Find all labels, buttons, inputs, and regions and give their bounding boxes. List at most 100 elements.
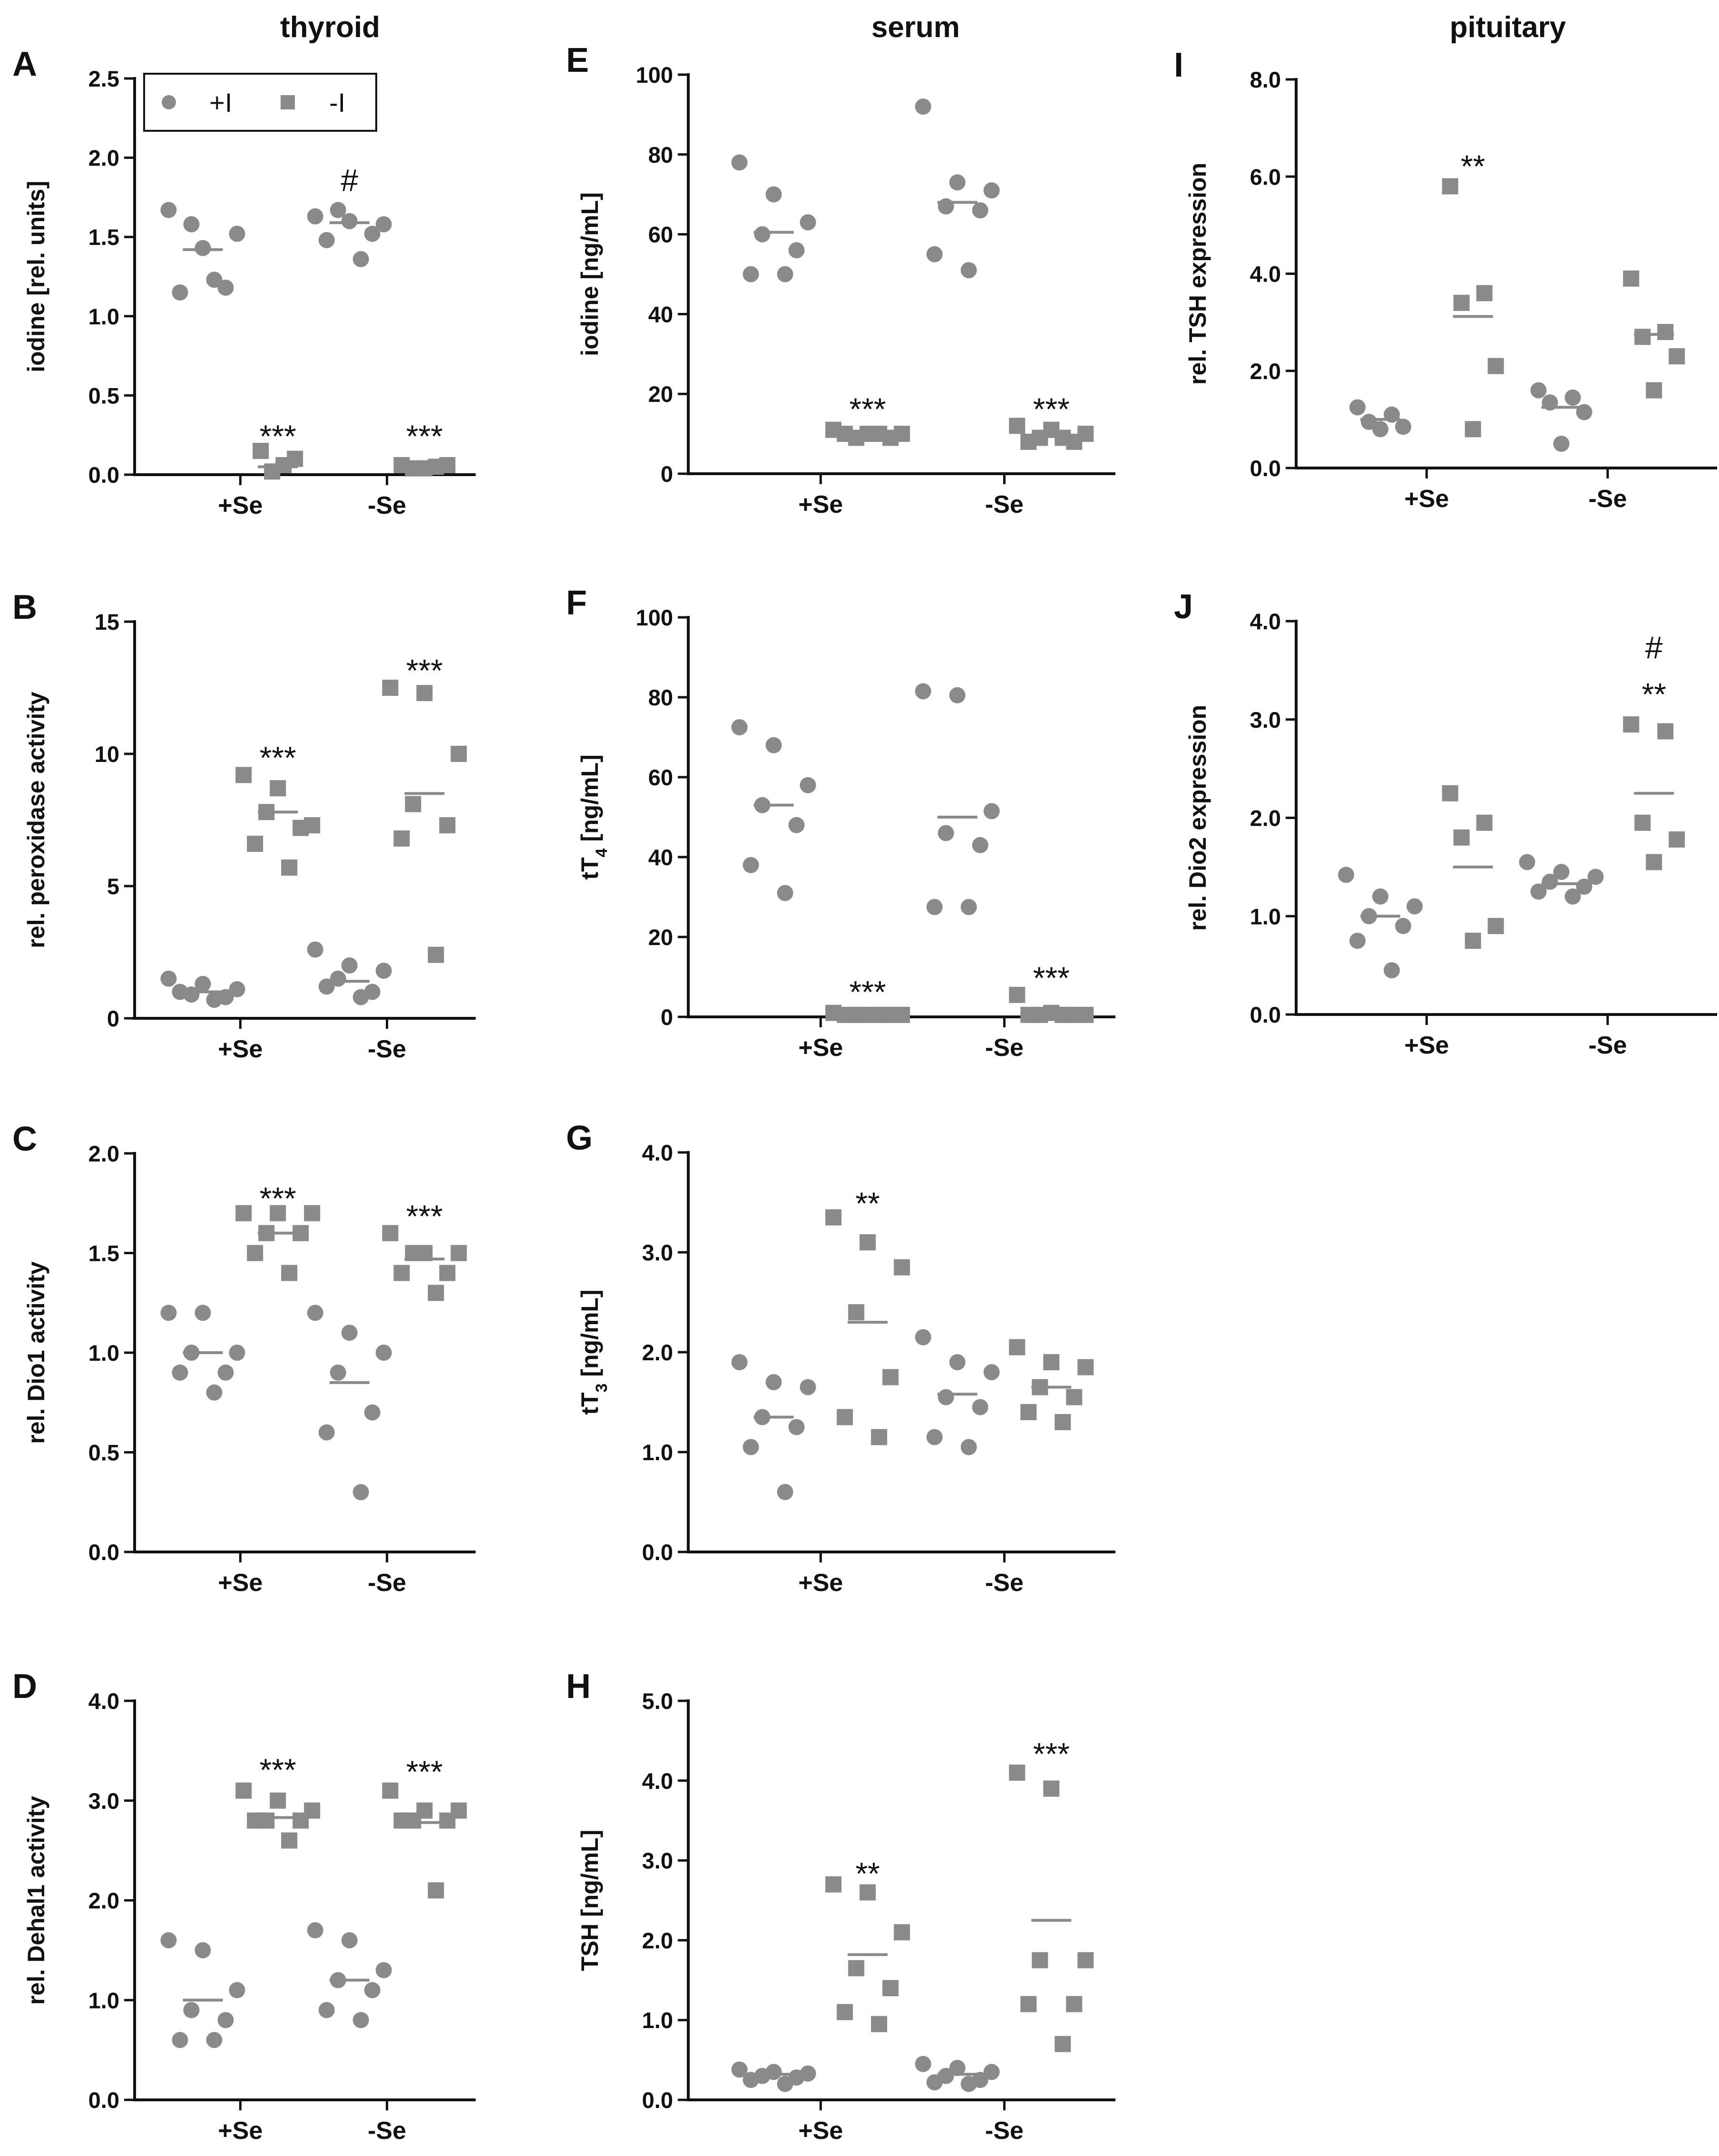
data-point-minus-i (450, 746, 467, 762)
y-tick-label: 1.0 (642, 2008, 673, 2033)
data-point-minus-i (882, 1369, 899, 1385)
significance-annotation: ** (855, 1186, 879, 1221)
data-point-plus-i (788, 817, 805, 833)
data-point-plus-i (229, 981, 245, 997)
y-axis-label: rel. Dehal1 activity (23, 1796, 49, 2005)
y-axis-label: rel. peroxidase activity (23, 692, 49, 948)
data-point-plus-i (765, 737, 782, 753)
data-point-minus-i (293, 819, 309, 836)
y-tick-label: 8.0 (1250, 67, 1281, 92)
data-point-plus-i (217, 2012, 234, 2029)
data-point-minus-i (270, 780, 286, 797)
data-point-plus-i (1530, 883, 1547, 900)
data-point-plus-i (307, 208, 323, 224)
data-point-minus-i (405, 796, 421, 812)
data-point-plus-i (742, 266, 759, 283)
y-tick-label: 0 (661, 1005, 673, 1030)
data-point-minus-i (1077, 1952, 1094, 1969)
legend-circle-marker (162, 95, 176, 109)
data-point-minus-i (1055, 429, 1071, 446)
x-tick-label: +Se (1404, 1032, 1449, 1059)
data-point-plus-i (1395, 419, 1411, 435)
data-point-plus-i (972, 1399, 988, 1415)
significance-annotation: *** (850, 975, 886, 1010)
y-tick-label: 3.0 (1250, 707, 1281, 732)
data-point-plus-i (229, 225, 245, 242)
data-point-plus-i (1406, 898, 1423, 915)
y-tick-label: 0.0 (88, 2088, 119, 2113)
data-point-minus-i (247, 1812, 264, 1829)
data-point-plus-i (341, 213, 358, 229)
data-point-minus-i (281, 1265, 298, 1281)
legend-label-minus-i: -I (329, 88, 345, 117)
significance-annotation: ** (1642, 676, 1666, 712)
data-point-plus-i (926, 899, 943, 915)
data-point-plus-i (206, 1384, 223, 1401)
data-point-minus-i (1476, 814, 1493, 831)
y-tick-label: 4.0 (1250, 262, 1281, 287)
x-tick-label: -Se (368, 1035, 406, 1063)
y-tick-label: 40 (648, 302, 673, 327)
data-point-plus-i (183, 2002, 200, 2019)
y-tick-label: 80 (648, 142, 673, 167)
data-point-plus-i (972, 837, 988, 853)
y-tick-label: 15 (95, 609, 119, 634)
y-tick-label: 0.5 (88, 383, 119, 408)
data-point-minus-i (1453, 294, 1470, 311)
panel-letter: J (1174, 588, 1193, 626)
y-tick-label: 3.0 (88, 1788, 119, 1814)
y-tick-label: 100 (636, 62, 673, 88)
x-tick-label: +Se (218, 492, 263, 519)
data-point-plus-i (788, 1419, 805, 1435)
data-point-minus-i (871, 1429, 888, 1445)
x-tick-label: -Se (985, 491, 1024, 518)
data-point-plus-i (195, 1305, 211, 1321)
significance-annotation: *** (260, 419, 296, 454)
data-point-minus-i (416, 460, 433, 477)
data-point-plus-i (195, 1942, 211, 1959)
data-point-plus-i (160, 202, 177, 218)
data-point-minus-i (1442, 178, 1458, 195)
data-point-minus-i (382, 1782, 399, 1799)
data-point-plus-i (926, 246, 943, 263)
data-point-plus-i (960, 899, 977, 915)
panel-letter: E (566, 41, 589, 79)
data-point-plus-i (206, 2032, 223, 2049)
x-tick-label: -Se (1588, 485, 1627, 513)
data-point-minus-i (270, 1205, 286, 1221)
y-tick-label: 0.0 (1250, 456, 1281, 481)
data-point-minus-i (428, 1285, 444, 1301)
data-point-plus-i (972, 202, 988, 219)
data-point-plus-i (915, 683, 931, 700)
y-tick-label: 4.0 (1250, 609, 1281, 634)
y-tick-label: 6.0 (1250, 164, 1281, 189)
data-point-plus-i (1384, 962, 1400, 978)
y-tick-label: 80 (648, 685, 673, 710)
significance-annotation: *** (850, 391, 886, 427)
x-tick-label: -Se (985, 2117, 1024, 2145)
y-tick-label: 0.0 (88, 462, 119, 488)
data-point-minus-i (235, 1782, 252, 1799)
panel-letter: C (12, 1120, 37, 1158)
data-point-minus-i (1476, 285, 1493, 302)
x-tick-label: +Se (798, 2117, 843, 2145)
y-tick-label: 0.0 (642, 1540, 673, 1565)
data-point-plus-i (330, 202, 346, 218)
data-point-minus-i (1066, 1389, 1083, 1405)
significance-annotation: ** (855, 1856, 879, 1891)
data-point-plus-i (938, 825, 954, 841)
y-tick-label: 20 (648, 381, 673, 407)
data-point-plus-i (731, 719, 748, 735)
data-point-minus-i (1043, 1354, 1060, 1370)
data-point-minus-i (1623, 270, 1640, 287)
y-axis-label: rel. TSH expression (1184, 163, 1211, 385)
data-point-minus-i (860, 1234, 876, 1250)
